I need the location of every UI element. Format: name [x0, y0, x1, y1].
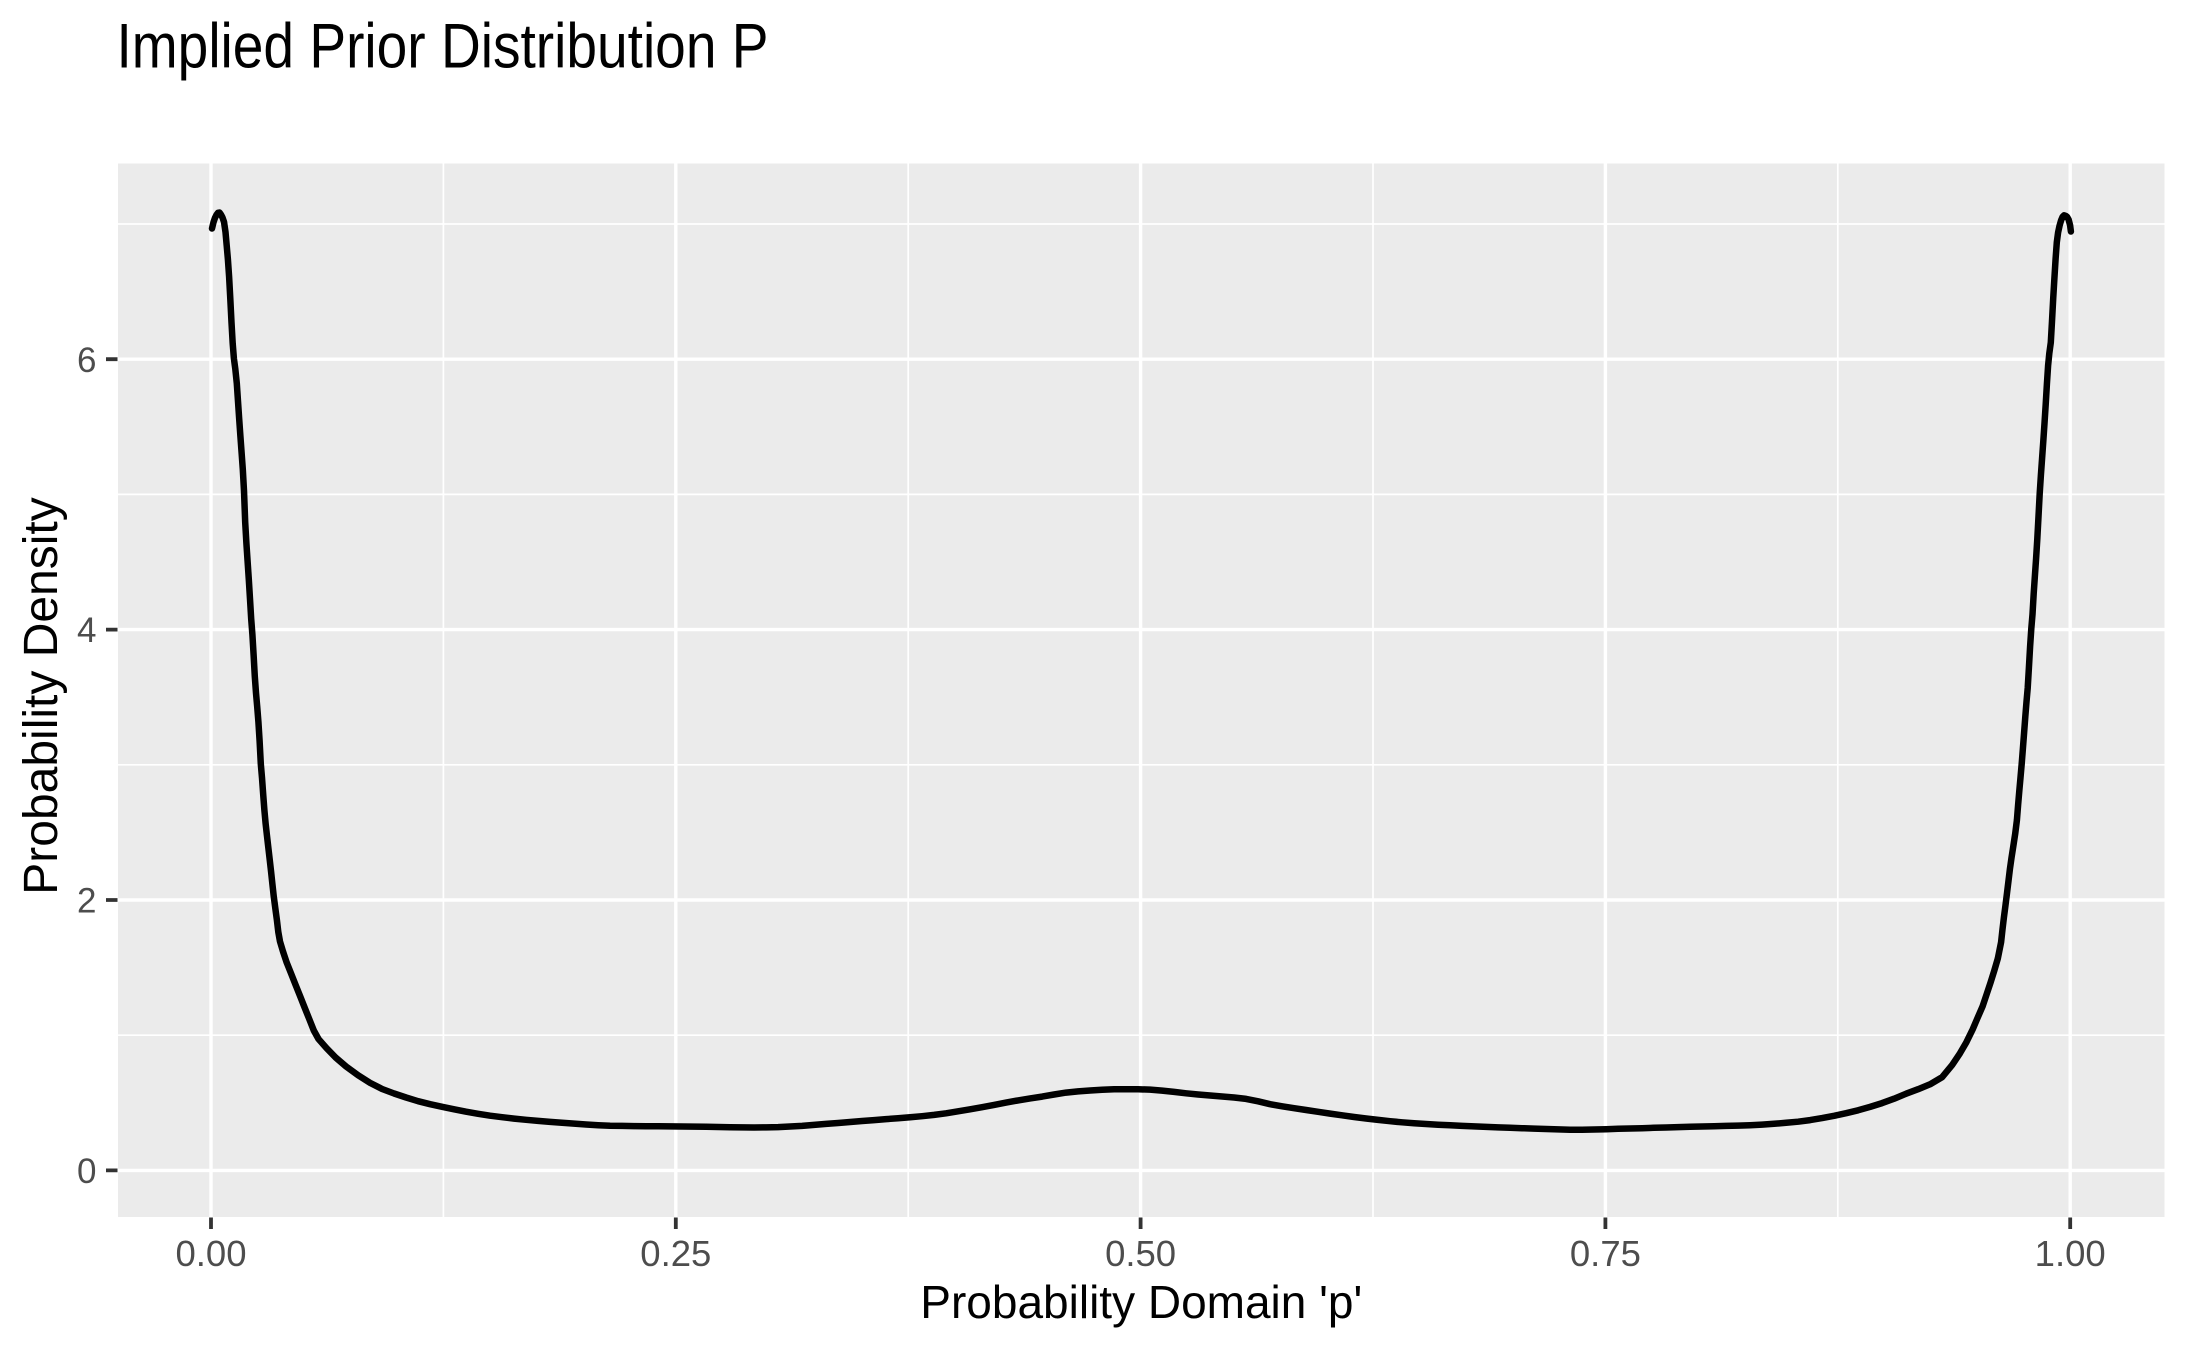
svg-text:Probability Density: Probability Density: [15, 497, 68, 895]
svg-text:0.50: 0.50: [1105, 1233, 1176, 1274]
svg-text:6: 6: [77, 341, 96, 380]
svg-text:4: 4: [77, 611, 96, 650]
svg-text:0.75: 0.75: [1570, 1233, 1641, 1274]
svg-text:1.00: 1.00: [2035, 1233, 2106, 1274]
svg-text:Probability Domain 'p': Probability Domain 'p': [920, 1276, 1362, 1328]
svg-text:0.25: 0.25: [640, 1233, 711, 1274]
svg-text:2: 2: [77, 882, 96, 921]
svg-text:0.00: 0.00: [175, 1233, 246, 1274]
svg-text:Implied Prior Distribution P: Implied Prior Distribution P: [117, 12, 769, 82]
svg-text:0: 0: [77, 1152, 96, 1191]
